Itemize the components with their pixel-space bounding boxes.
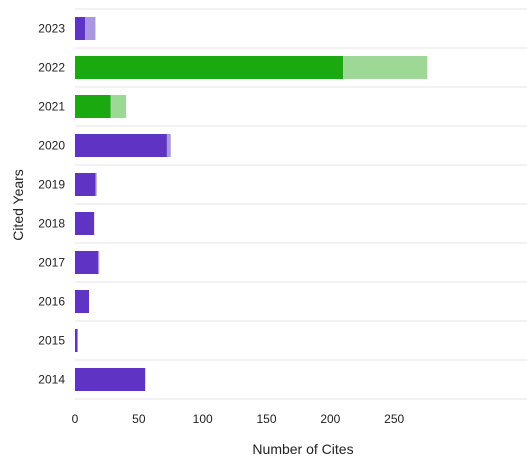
x-tick-label-100: 100: [193, 412, 213, 426]
bar-2021-segment-2[interactable]: [110, 95, 127, 118]
bar-2022-segment-2[interactable]: [343, 56, 428, 79]
x-tick-label-250: 250: [384, 412, 404, 426]
x-axis-title: Number of Cites: [252, 441, 353, 457]
y-tick-label-2014: 2014: [38, 373, 65, 387]
bar-2018-segment-1[interactable]: [75, 212, 95, 235]
bar-2014-segment-1[interactable]: [75, 368, 146, 391]
bar-2023-segment-1[interactable]: [75, 17, 86, 40]
bar-2019-segment-1[interactable]: [75, 173, 96, 196]
bar-2020-segment-1[interactable]: [75, 134, 167, 157]
y-tick-label-2022: 2022: [38, 61, 65, 75]
bar-2019-segment-2[interactable]: [95, 173, 97, 196]
x-tick-label-50: 50: [132, 412, 146, 426]
x-tick-label-150: 150: [256, 412, 276, 426]
y-tick-label-2021: 2021: [38, 100, 65, 114]
y-tick-label-2019: 2019: [38, 178, 65, 192]
y-tick-labels: 2023 2022 2021 2020 2019 2018 2017 2016 2015 2014: [38, 22, 65, 387]
bar-2017-segment-1[interactable]: [75, 251, 98, 274]
y-tick-label-2023: 2023: [38, 22, 65, 36]
y-tick-label-2018: 2018: [38, 217, 65, 231]
y-tick-label-2015: 2015: [38, 334, 65, 348]
bar-layer: [75, 17, 428, 391]
y-tick-label-2016: 2016: [38, 295, 65, 309]
bar-2015-segment-1[interactable]: [75, 329, 78, 352]
grid-layer: [75, 8, 527, 400]
bar-2021-segment-1[interactable]: [75, 95, 111, 118]
x-tick-label-200: 200: [320, 412, 340, 426]
x-tick-label-0: 0: [72, 412, 79, 426]
y-tick-label-2020: 2020: [38, 139, 65, 153]
bar-2020-segment-2[interactable]: [166, 134, 171, 157]
y-axis-title: Cited Years: [10, 169, 26, 241]
y-tick-label-2017: 2017: [38, 256, 65, 270]
bar-2016-segment-1[interactable]: [75, 290, 90, 313]
bar-2022-segment-1[interactable]: [75, 56, 344, 79]
x-tick-labels: 0 50 100 150 200 250: [72, 412, 405, 426]
bar-2023-segment-2[interactable]: [85, 17, 96, 40]
bar-2017-segment-2[interactable]: [97, 251, 100, 274]
